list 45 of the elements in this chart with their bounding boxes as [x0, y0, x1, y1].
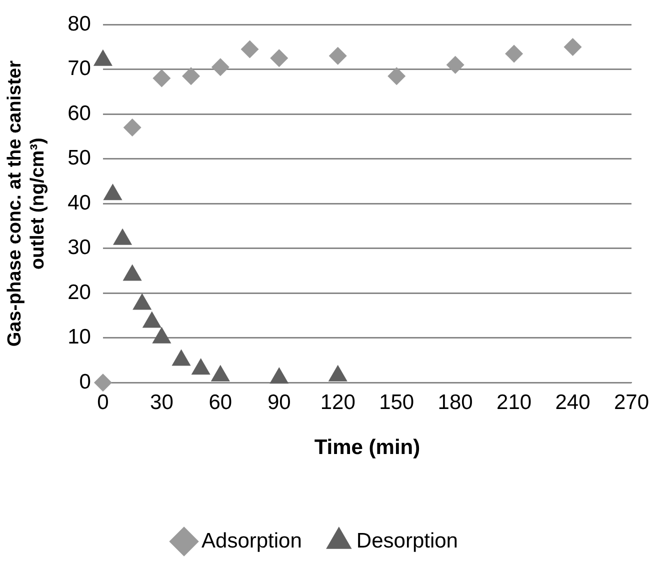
x-tick-label: 90 — [267, 390, 291, 414]
y-tick-label: 40 — [68, 191, 91, 214]
point — [328, 364, 348, 382]
point — [564, 38, 582, 56]
y-tick-label: 80 — [68, 12, 91, 36]
point — [388, 67, 406, 86]
x-tick-label: 210 — [496, 390, 532, 414]
x-tick-label: 150 — [379, 390, 414, 414]
point — [123, 118, 142, 137]
y-axis-title: Gas-phase conc. at the canister outlet (ng/cm³) — [4, 60, 48, 347]
y-tick-label: 70 — [68, 57, 91, 80]
point — [240, 40, 259, 58]
x-tick-label: 240 — [555, 390, 590, 414]
point — [122, 264, 142, 281]
point — [103, 184, 122, 200]
legend-label: Adsorption — [202, 529, 302, 552]
y-tick-label: 10 — [68, 326, 91, 349]
point — [211, 58, 230, 76]
x-tick-label: 30 — [150, 390, 174, 414]
point — [182, 67, 200, 86]
point — [270, 367, 289, 384]
x-axis-title: Time (min) — [314, 436, 420, 460]
point — [270, 49, 288, 68]
point — [505, 44, 524, 63]
point — [132, 293, 152, 310]
point — [210, 364, 230, 382]
x-tick-label: 180 — [438, 390, 473, 414]
point — [191, 358, 210, 375]
point — [142, 311, 162, 328]
y-tick-label: 0 — [79, 370, 91, 394]
y-tick-label: 20 — [68, 280, 91, 304]
point — [152, 69, 171, 88]
y-tick-label: 60 — [68, 102, 91, 125]
x-tick-label: 270 — [614, 390, 650, 414]
point — [113, 228, 132, 245]
y-tick-label: 30 — [68, 236, 91, 260]
y-tick-label: 50 — [68, 146, 91, 170]
point — [328, 46, 347, 65]
point — [446, 56, 464, 74]
x-tick-label: 120 — [320, 390, 356, 414]
point — [152, 326, 172, 344]
legend-label: Desorption — [356, 529, 458, 552]
x-tick-label: 0 — [97, 390, 109, 414]
point — [172, 349, 191, 366]
x-tick-label: 60 — [208, 390, 232, 414]
